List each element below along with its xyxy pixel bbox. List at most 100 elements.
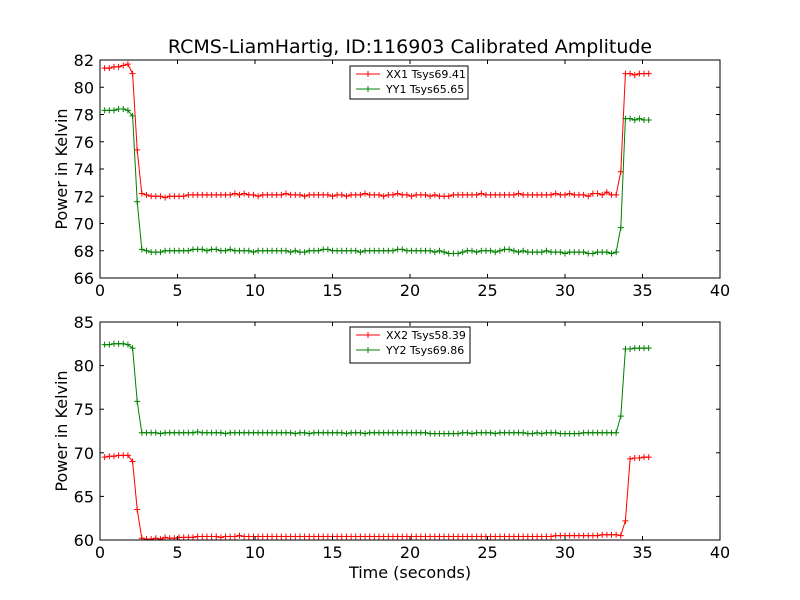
data-point: [441, 249, 448, 256]
x-tick-label: 10: [245, 543, 265, 562]
data-point: [203, 247, 210, 254]
data-point: [329, 193, 336, 200]
data-point: [343, 430, 350, 437]
data-point: [617, 413, 624, 420]
data-point: [613, 531, 620, 538]
data-point: [562, 191, 568, 198]
data-point: [557, 249, 564, 256]
data-point: [645, 116, 652, 123]
data-point: [492, 430, 499, 437]
y-tick-label: 75: [74, 400, 94, 419]
data-point: [422, 429, 429, 436]
y-tick-label: 70: [74, 215, 94, 234]
data-point: [627, 70, 634, 77]
data-point: [306, 430, 313, 437]
y-tick-label: 80: [74, 78, 94, 97]
data-point: [613, 191, 620, 198]
data-point: [552, 190, 559, 197]
x-tick-label: 35: [632, 281, 652, 300]
data-point: [469, 430, 475, 437]
data-point: [222, 430, 229, 437]
data-point: [389, 191, 396, 198]
data-point: [120, 62, 127, 69]
data-point: [445, 193, 452, 200]
data-point: [548, 191, 555, 198]
data-point: [427, 193, 434, 200]
data-point: [538, 249, 545, 256]
data-point: [129, 112, 136, 119]
data-point: [217, 534, 224, 540]
data-point: [241, 190, 248, 197]
x-tick-label: 5: [172, 281, 182, 300]
data-point: [520, 429, 527, 436]
data-point: [534, 429, 541, 436]
y-tick-label: 66: [74, 269, 94, 288]
data-point: [631, 116, 638, 123]
data-point: [213, 533, 220, 540]
data-point: [510, 247, 517, 254]
data-point: [562, 250, 568, 257]
data-point: [459, 249, 466, 256]
data-point: [575, 430, 582, 437]
data-point: [283, 190, 289, 197]
data-point: [190, 534, 196, 540]
data-point: [552, 429, 559, 436]
data-point: [431, 191, 438, 198]
data-point: [478, 190, 485, 197]
data-point: [380, 193, 387, 200]
data-point: [613, 429, 620, 436]
x-tick-label: 40: [710, 281, 730, 300]
data-point: [603, 249, 610, 256]
y-tick-label: 65: [74, 487, 94, 506]
data-point: [631, 71, 638, 78]
data-point: [152, 535, 159, 540]
data-point: [278, 191, 285, 198]
data-point: [287, 249, 294, 256]
data-point: [301, 249, 308, 256]
upper-subplot: 0 5 10 15 20 25 30 35 40 66 68 70 72 74 76 78 80 82 Power …: [52, 51, 730, 300]
data-point: [162, 194, 169, 201]
data-point: [148, 536, 155, 540]
data-point: [292, 247, 299, 254]
data-point: [617, 532, 624, 539]
data-point: [473, 249, 480, 256]
y-tick-label: 68: [74, 242, 94, 261]
series-group: [101, 61, 652, 257]
data-point: [422, 191, 429, 198]
x-tick-label: 35: [632, 543, 652, 562]
data-point: [538, 430, 545, 437]
data-point: [548, 533, 555, 540]
data-point: [376, 191, 382, 198]
legend-label: YY2 Tsys69.86: [385, 344, 464, 357]
data-point: [608, 250, 615, 257]
data-point: [403, 191, 410, 198]
data-point: [134, 146, 141, 153]
data-point: [594, 532, 601, 539]
data-point: [338, 191, 345, 198]
data-point: [134, 506, 141, 513]
data-point: [143, 247, 150, 254]
legend-label: XX2 Tsys58.39: [386, 329, 466, 342]
data-point: [245, 247, 252, 254]
legend-marker: [365, 332, 371, 338]
data-point: [124, 452, 131, 459]
data-point: [152, 429, 159, 436]
x-tick-label: 15: [322, 281, 342, 300]
data-point: [566, 190, 573, 197]
legend-label: XX1 Tsys69.41: [386, 68, 466, 81]
data-point: [120, 340, 127, 347]
x-tick-label: 0: [95, 281, 105, 300]
data-point: [496, 247, 503, 254]
data-point: [301, 429, 308, 436]
data-point: [120, 106, 127, 113]
data-point: [236, 191, 243, 198]
data-point: [487, 247, 494, 254]
data-point: [636, 115, 643, 122]
data-point: [343, 193, 350, 200]
data-point: [324, 191, 331, 198]
legend: XX1 Tsys69.41 YY1 Tsys65.65: [349, 65, 469, 100]
data-point: [645, 345, 652, 352]
x-tick-label: 20: [400, 543, 420, 562]
data-point: [106, 65, 113, 72]
